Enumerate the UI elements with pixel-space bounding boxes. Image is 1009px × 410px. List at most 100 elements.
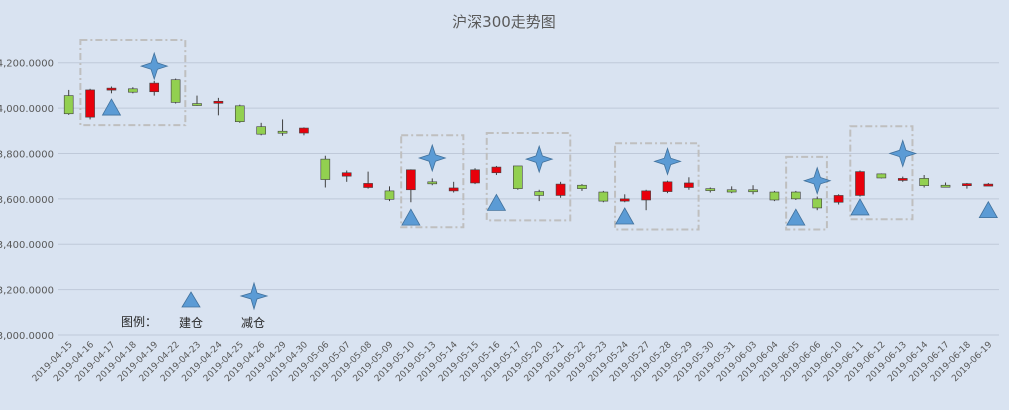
- highlight-boxes: [79, 39, 914, 231]
- candle: [470, 168, 480, 185]
- candle: [855, 170, 865, 197]
- candle-body: [897, 178, 908, 181]
- build-marker-triangle: [101, 98, 122, 116]
- y-tick-label: 4,200.0000: [0, 59, 54, 70]
- candle-body: [983, 183, 994, 187]
- candle: [234, 104, 245, 123]
- candle: [876, 173, 887, 179]
- build-marker-triangle: [850, 198, 870, 216]
- candle-body: [833, 195, 844, 203]
- build-marker-triangle: [978, 200, 998, 219]
- candle: [277, 119, 288, 136]
- reduce-marker-star: [888, 139, 918, 168]
- candle-body: [427, 181, 438, 185]
- y-tick-label: 3,000.0000: [0, 331, 54, 342]
- candle: [491, 165, 502, 176]
- candle: [897, 176, 908, 182]
- candle: [705, 187, 716, 193]
- candle-body: [748, 189, 758, 193]
- candle: [427, 178, 438, 186]
- candle: [213, 97, 224, 116]
- candle: [192, 95, 202, 106]
- candle: [63, 89, 74, 115]
- highlight-box: [785, 155, 828, 231]
- position-markers: [101, 51, 998, 226]
- candle: [919, 175, 929, 188]
- candle-body: [791, 191, 801, 200]
- candle-body: [256, 126, 266, 135]
- candle: [940, 182, 951, 188]
- legend-reduce-label: 减仓: [241, 316, 265, 330]
- candle-body: [85, 89, 95, 118]
- legend-build-label: 建仓: [179, 316, 203, 330]
- candle-body: [876, 173, 887, 179]
- candle-body: [63, 95, 74, 115]
- candle: [812, 196, 823, 211]
- y-tick-label: 3,200.0000: [0, 286, 54, 297]
- candle-body: [769, 191, 780, 201]
- candle-body: [812, 198, 823, 209]
- candle: [641, 189, 651, 211]
- candle-body: [662, 181, 673, 192]
- candle-body: [363, 183, 373, 188]
- y-tick-label: 3,400.0000: [0, 240, 54, 251]
- build-marker-triangle: [786, 208, 806, 226]
- candle-body: [277, 130, 288, 134]
- candle-body: [940, 184, 951, 188]
- candle: [341, 170, 352, 182]
- candle: [299, 127, 309, 136]
- candle: [363, 171, 373, 189]
- candle: [128, 87, 138, 94]
- build-marker-triangle: [401, 208, 421, 226]
- candle: [320, 155, 331, 188]
- candle-body: [684, 182, 694, 188]
- candle-body: [448, 187, 459, 192]
- candle-body: [192, 103, 202, 106]
- highlight-box: [485, 132, 572, 222]
- candle: [748, 185, 758, 195]
- candle-body: [555, 183, 566, 196]
- candle: [662, 180, 673, 194]
- candle-body: [299, 127, 309, 134]
- candle-body: [619, 198, 630, 202]
- legend-label: 图例：: [121, 315, 157, 329]
- candle-body: [598, 191, 609, 202]
- candle-body: [170, 79, 181, 103]
- chart-title: 沪深300走势图: [452, 13, 556, 31]
- candle: [448, 181, 459, 193]
- candle-body: [213, 100, 224, 104]
- candle: [769, 190, 780, 202]
- candle: [983, 182, 994, 187]
- candle-body: [128, 88, 138, 93]
- candle: [534, 189, 544, 202]
- candle-body: [919, 178, 929, 186]
- candle: [384, 186, 395, 202]
- candle: [256, 122, 266, 136]
- reduce-marker-star: [653, 147, 682, 176]
- candle: [791, 190, 801, 200]
- candle-body: [962, 183, 972, 186]
- candle-body: [106, 87, 117, 91]
- candle: [577, 184, 587, 191]
- candle: [598, 190, 609, 203]
- candle: [106, 86, 117, 94]
- candle-body: [234, 105, 245, 122]
- candle-body: [534, 191, 544, 196]
- candle-body: [470, 169, 480, 184]
- candle: [555, 181, 566, 198]
- legend: 图例： 建仓 减仓: [121, 281, 269, 330]
- candle: [962, 182, 972, 189]
- y-axis-tick-labels: 3,000.0000 3,200.0000 3,400.0000 3,600.0000…: [0, 59, 54, 342]
- candle-body: [513, 165, 523, 189]
- highlight-box: [614, 142, 700, 231]
- candle-body: [705, 188, 716, 191]
- candle: [406, 169, 416, 203]
- highlight-box: [849, 125, 914, 221]
- candle-body: [726, 189, 737, 193]
- build-marker-triangle: [486, 193, 507, 211]
- candle-body: [406, 169, 416, 191]
- candle-body: [491, 166, 502, 174]
- reduce-marker-star: [139, 51, 169, 81]
- candle-body: [384, 190, 395, 200]
